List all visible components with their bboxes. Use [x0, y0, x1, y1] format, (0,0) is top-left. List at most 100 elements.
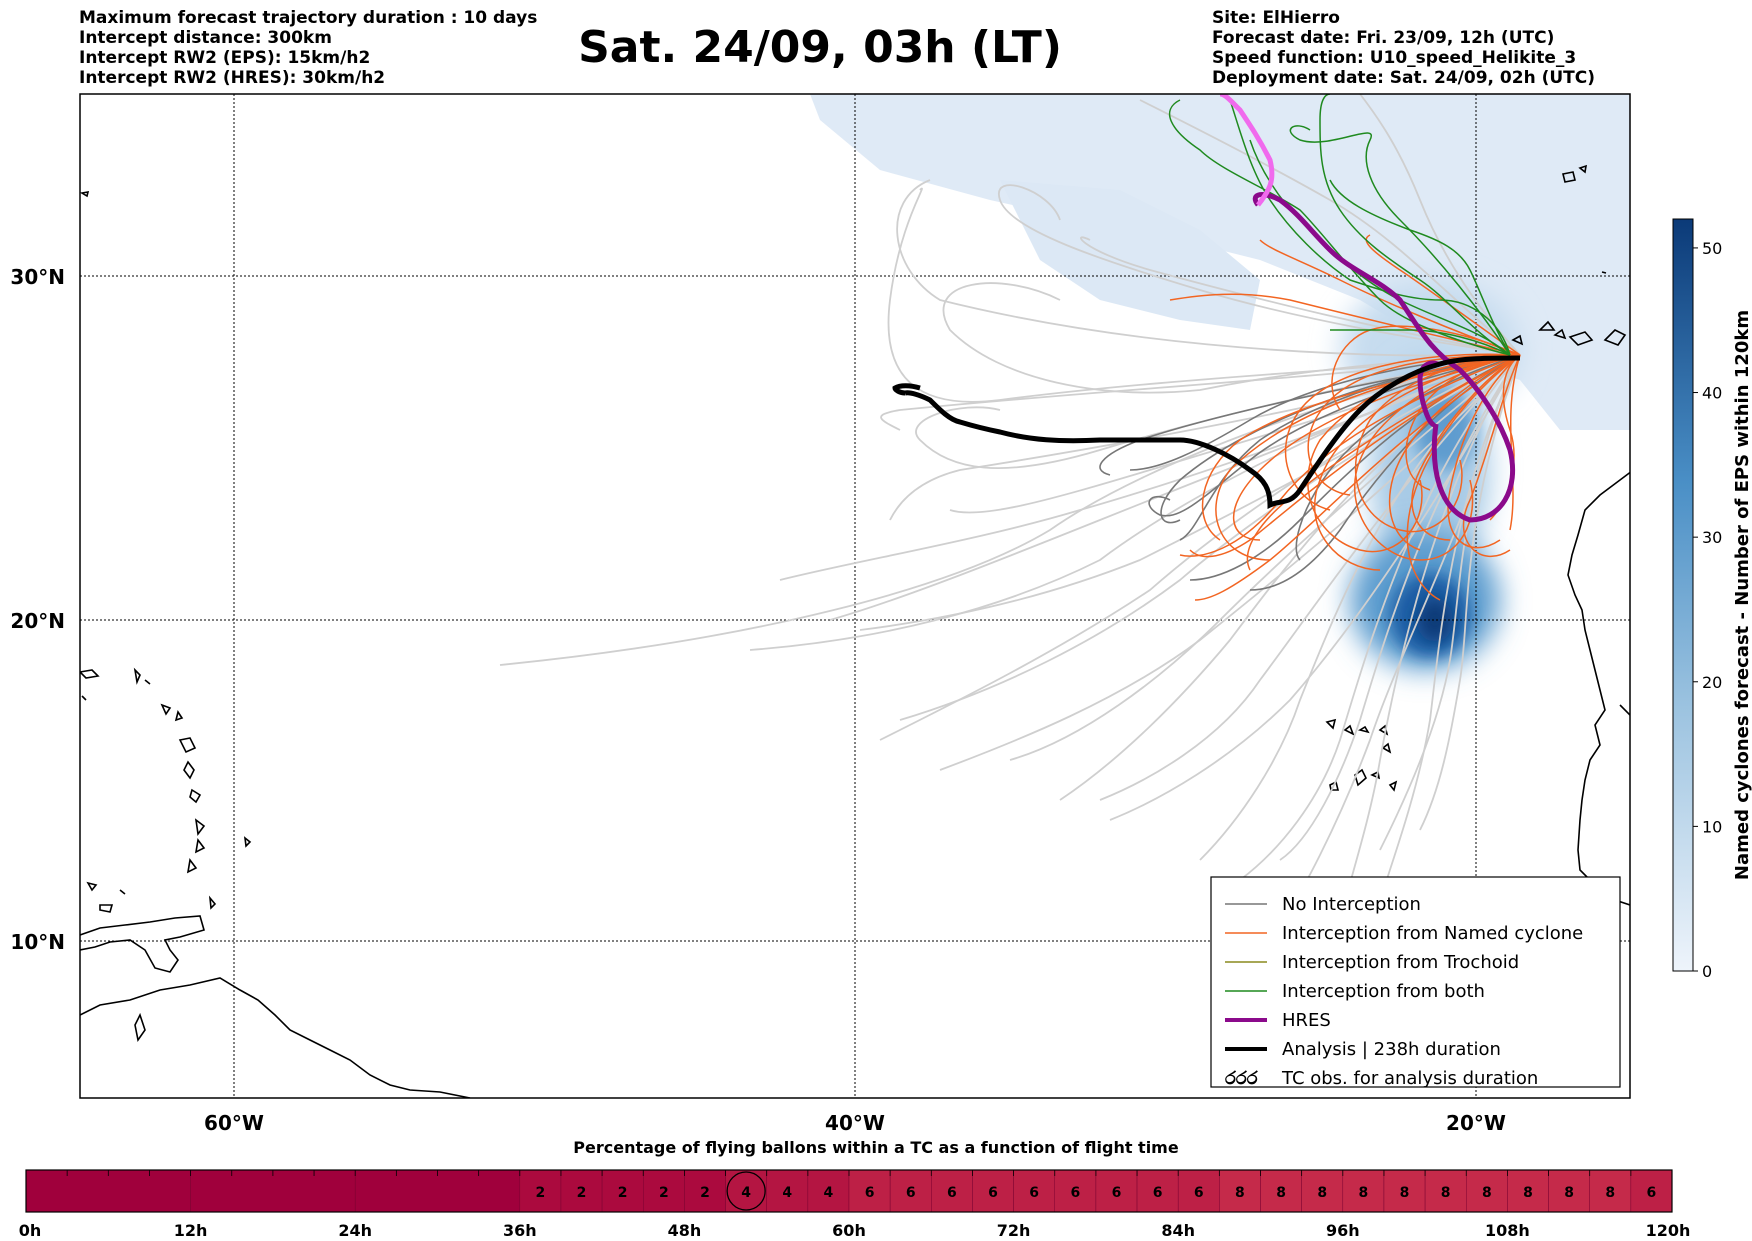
time-bar-title: Percentage of flying ballons within a TC… — [573, 1138, 1179, 1157]
time-bar-cell — [1054, 1169, 1097, 1213]
time-bar-cell-value: 8 — [1523, 1185, 1533, 1201]
page-title: Sat. 24/09, 03h (LT) — [578, 22, 1062, 73]
cyclone-symbol-icon: රරර — [1225, 1068, 1259, 1089]
cyclone-density-shading — [810, 94, 1630, 670]
hres-track — [1219, 94, 1516, 523]
time-bar: 2 2 2 2 2 4 4 4 6 6 6 6 6 6 6 6 6 8 8 8 8 8 8 8 8 8 8 6 0h 12h 24h 36h… — [19, 1169, 1691, 1240]
lat-label: 10°N — [10, 930, 65, 954]
time-bar-cell — [354, 1169, 521, 1213]
legend-label: TC obs. for analysis duration — [1281, 1068, 1538, 1089]
time-bar-tick-label: 120h — [1646, 1221, 1691, 1240]
longitude-labels: 60°W 40°W 20°W — [204, 1111, 1506, 1135]
time-bar-cell-value: 6 — [1153, 1185, 1163, 1201]
time-bar-cell-value: 6 — [1194, 1185, 1204, 1201]
lon-label: 60°W — [204, 1111, 264, 1135]
time-bar-cell-value: 2 — [577, 1185, 587, 1201]
time-bar-cell — [1177, 1169, 1220, 1213]
time-bar-cell — [519, 1169, 562, 1213]
time-bar-tick-label: 48h — [668, 1221, 702, 1240]
time-bar-tick-label: 72h — [997, 1221, 1031, 1240]
header-left-line: Maximum forecast trajectory duration : 1… — [79, 8, 538, 28]
time-bar-cell — [1589, 1169, 1632, 1213]
time-bar-cell-value: 6 — [865, 1185, 875, 1201]
time-bar-cell — [25, 1169, 191, 1213]
latitude-labels: 30°N 20°N 10°N — [10, 265, 65, 954]
time-bar-cell-value: 8 — [1605, 1185, 1615, 1201]
colorbar-tick-label: 10 — [1702, 817, 1722, 836]
current-time-marker — [726, 1171, 766, 1211]
legend-box — [1210, 876, 1621, 1088]
time-bar-cell — [848, 1169, 891, 1213]
time-bar-cell-value: 8 — [1564, 1185, 1574, 1201]
colorbar-tick-label: 0 — [1702, 962, 1712, 981]
named-cyclone-interception-tracks — [1169, 234, 1521, 601]
time-bar-cell-value: 6 — [1070, 1185, 1080, 1201]
time-bar-tick-label: 84h — [1161, 1221, 1195, 1240]
time-bar-cell — [889, 1169, 932, 1213]
header-right-info: Site: ElHierro Forecast date: Fri. 23/09… — [1212, 8, 1595, 88]
legend-label: HRES — [1282, 1010, 1331, 1031]
time-bar-cell-value: 8 — [1276, 1185, 1286, 1201]
colorbar-tick-label: 20 — [1702, 673, 1722, 692]
legend-label: Interception from Trochoid — [1282, 952, 1519, 973]
time-bar-frame — [25, 1169, 1673, 1213]
time-bar-cell — [560, 1169, 603, 1213]
time-bar-cell — [1424, 1169, 1467, 1213]
coastlines — [80, 164, 1630, 1098]
colorbar-tick-label: 50 — [1702, 239, 1722, 258]
time-bar-cell-value: 6 — [1112, 1185, 1122, 1201]
time-bar-cell-value: 8 — [1359, 1185, 1369, 1201]
time-bar-cell — [931, 1169, 973, 1213]
time-bar-cell-value: 8 — [1441, 1185, 1451, 1201]
header-right-line: Site: ElHierro — [1212, 8, 1340, 28]
colorbar-label: Named cyclones forecast - Number of EPS … — [1732, 310, 1752, 880]
time-bar-cell-value: 2 — [536, 1185, 546, 1201]
time-bar-cell-value: 6 — [1029, 1185, 1039, 1201]
time-bar-tick-label: 60h — [832, 1221, 866, 1240]
time-bar-cell-value: 2 — [618, 1185, 628, 1201]
time-bar-cell-value: 6 — [1647, 1185, 1657, 1201]
time-bar-cell — [1095, 1169, 1138, 1213]
time-bar-tick-label: 12h — [174, 1221, 208, 1240]
legend-label: No Interception — [1282, 894, 1421, 915]
map-plot-area — [80, 94, 1630, 1098]
time-bar-cell-value: 4 — [782, 1185, 792, 1201]
time-bar-cell-value: 8 — [1482, 1185, 1492, 1201]
time-bar-cell — [1630, 1169, 1673, 1213]
time-bar-tick-label: 24h — [338, 1221, 372, 1240]
time-bar-cell-value: 8 — [1317, 1185, 1327, 1201]
lon-label: 40°W — [825, 1111, 885, 1135]
lon-label: 20°W — [1446, 1111, 1506, 1135]
time-bar-tick-label: 108h — [1485, 1221, 1530, 1240]
time-bar-cell — [601, 1169, 644, 1213]
legend-label: Analysis | 238h duration — [1282, 1039, 1501, 1060]
header-left-line: Intercept RW2 (HRES): 30km/h2 — [79, 68, 386, 88]
time-bar-cell — [190, 1169, 356, 1213]
time-bar-cell-value: 2 — [700, 1185, 710, 1201]
map-frame — [79, 93, 1631, 1099]
legend-label: Interception from both — [1282, 981, 1485, 1002]
colorbar-tick-label: 40 — [1702, 384, 1722, 403]
header-left-line: Intercept distance: 300km — [79, 28, 332, 48]
time-bar-cell-value: 2 — [659, 1185, 669, 1201]
time-bar-cell — [1342, 1169, 1385, 1213]
lat-label: 30°N — [10, 265, 65, 289]
time-bar-cell-value: 8 — [1400, 1185, 1410, 1201]
time-bar-tick-label: 0h — [19, 1221, 42, 1240]
legend-label: Interception from Named cyclone — [1282, 923, 1583, 944]
header-right-line: Deployment date: Sat. 24/09, 02h (UTC) — [1212, 68, 1596, 88]
header-right-line: Forecast date: Fri. 23/09, 12h (UTC) — [1212, 28, 1555, 48]
colorbar: 0 10 20 30 40 50 Named cyclones forecast - Nu… — [1672, 218, 1752, 981]
analysis-track — [892, 355, 1521, 510]
header-left-info: Maximum forecast trajectory duration : 1… — [79, 8, 537, 88]
time-bar-tick-label: 96h — [1326, 1221, 1360, 1240]
header-left-line: Intercept RW2 (EPS): 15km/h2 — [79, 48, 371, 68]
legend: No Interception Interception from Named c… — [1210, 876, 1621, 1089]
time-bar-cell-value: 4 — [824, 1185, 834, 1201]
lat-label: 20°N — [10, 609, 65, 633]
colorbar-tick-label: 30 — [1702, 528, 1722, 547]
time-bar-cell-value: 6 — [988, 1185, 998, 1201]
time-bar-cell-value: 4 — [741, 1185, 751, 1201]
header-right-line: Speed function: U10_speed_Helikite_3 — [1212, 48, 1577, 68]
